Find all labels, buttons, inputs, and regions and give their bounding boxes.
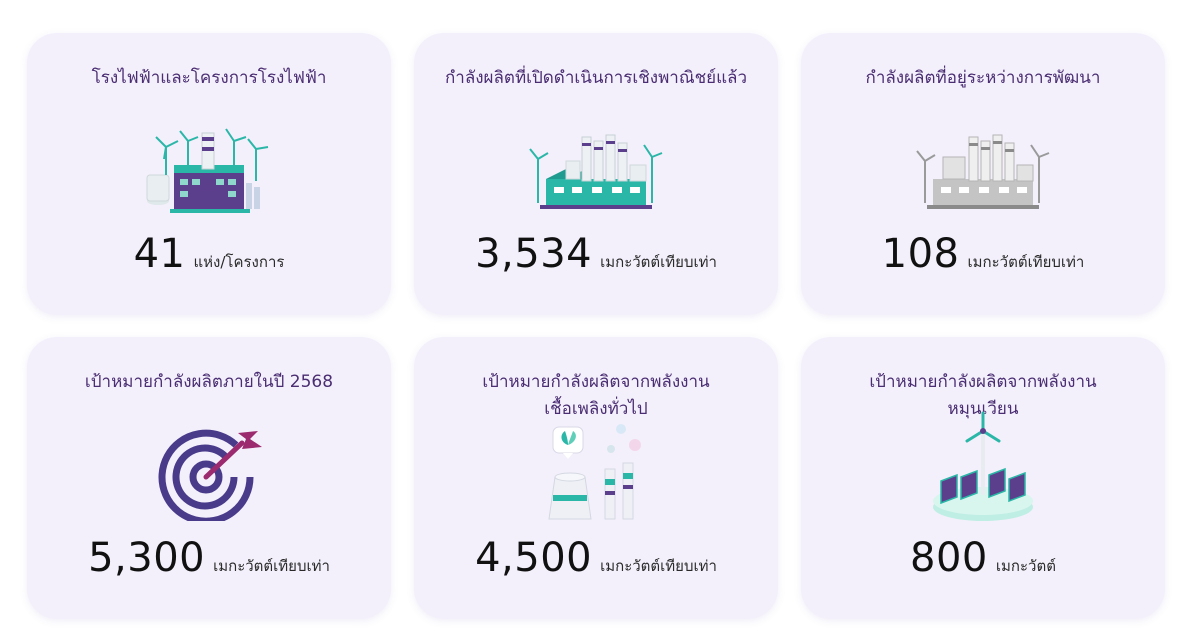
card-value: 3,534: [475, 231, 593, 277]
card-value-row: 4,500 เมกะวัตต์เทียบเท่า: [414, 535, 778, 581]
card-title: เป้าหมายกำลังผลิตภายในปี 2568: [27, 369, 391, 396]
card-unit: แห่ง/โครงการ: [193, 253, 285, 271]
card-renewable-target: เป้าหมายกำลังผลิตจากพลังงาน หมุนเวียน 80…: [801, 337, 1165, 619]
power-plant-wind-icon: [146, 128, 269, 213]
card-title-line: เป้าหมายกำลังผลิตจากพลังงาน: [482, 372, 710, 392]
card-commercial-capacity: กำลังผลิตที่เปิดดำเนินการเชิงพาณิชย์แล้ว: [414, 33, 778, 315]
card-power-plants: โรงไฟฟ้าและโครงการโรงไฟฟ้า: [27, 33, 391, 315]
card-title-line: กำลังผลิตที่เปิดดำเนินการเชิงพาณิชย์แล้ว: [444, 68, 748, 88]
card-title-line: เป้าหมายกำลังผลิตจากพลังงาน: [869, 372, 1097, 392]
card-value-row: 5,300 เมกะวัตต์เทียบเท่า: [27, 535, 391, 581]
card-value: 108: [881, 231, 960, 277]
plant-under-development-icon: [916, 134, 1050, 209]
card-title-line: หมุนเวียน: [947, 399, 1019, 419]
card-value-row: 108 เมกะวัตต์เทียบเท่า: [801, 231, 1165, 277]
cooling-tower-chimney-icon: [548, 424, 641, 520]
card-title-line: กำลังผลิตที่อยู่ระหว่างการพัฒนา: [865, 68, 1101, 88]
card-title: กำลังผลิตที่อยู่ระหว่างการพัฒนา: [801, 65, 1165, 92]
card-under-development: กำลังผลิตที่อยู่ระหว่างการพัฒนา: [801, 33, 1165, 315]
card-title-line: เป้าหมายกำลังผลิตภายในปี 2568: [84, 372, 334, 392]
card-value: 5,300: [88, 535, 206, 581]
card-unit: เมกะวัตต์: [995, 557, 1056, 575]
card-value-row: 41 แห่ง/โครงการ: [27, 231, 391, 277]
card-value: 800: [910, 535, 988, 581]
card-value: 41: [133, 231, 186, 277]
card-value-row: 3,534 เมกะวัตต์เทียบเท่า: [414, 231, 778, 277]
target-dart-icon: [158, 429, 262, 521]
card-title: โรงไฟฟ้าและโครงการโรงไฟฟ้า: [27, 65, 391, 92]
card-conventional-fuel-target: เป้าหมายกำลังผลิตจากพลังงาน เชื้อเพลิงทั…: [414, 337, 778, 619]
card-unit: เมกะวัตต์เทียบเท่า: [600, 253, 717, 271]
industrial-plant-wind-icon: [529, 134, 663, 209]
card-value: 4,500: [475, 535, 593, 581]
card-title: กำลังผลิตที่เปิดดำเนินการเชิงพาณิชย์แล้ว: [414, 65, 778, 92]
card-target-2568: เป้าหมายกำลังผลิตภายในปี 2568 5,300 เมกะ…: [27, 337, 391, 619]
card-title-line: เชื้อเพลิงทั่วไป: [544, 399, 648, 419]
card-unit: เมกะวัตต์เทียบเท่า: [213, 557, 330, 575]
card-title: เป้าหมายกำลังผลิตจากพลังงาน หมุนเวียน: [801, 369, 1165, 423]
card-value-row: 800 เมกะวัตต์: [801, 535, 1165, 581]
card-unit: เมกะวัตต์เทียบเท่า: [600, 557, 717, 575]
wind-solar-island-icon: [933, 411, 1033, 521]
card-title-line: โรงไฟฟ้าและโครงการโรงไฟฟ้า: [91, 68, 327, 88]
card-unit: เมกะวัตต์เทียบเท่า: [967, 253, 1085, 271]
card-title: เป้าหมายกำลังผลิตจากพลังงาน เชื้อเพลิงทั…: [414, 369, 778, 423]
